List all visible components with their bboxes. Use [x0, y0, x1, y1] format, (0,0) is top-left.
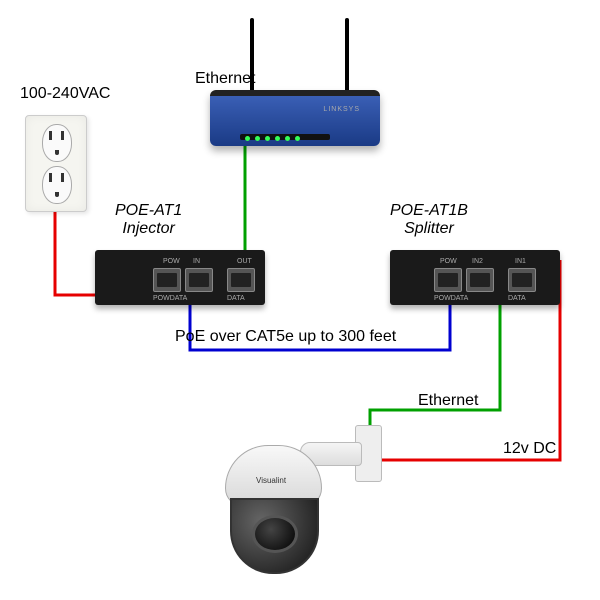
ethernet-bottom-wire	[370, 290, 500, 460]
camera-lens-icon	[252, 515, 298, 553]
ac-power-wire	[55, 210, 95, 295]
dc-out-label: 12v DC	[503, 440, 556, 458]
splitter-label: POE-AT1B Splitter	[390, 202, 468, 238]
wall-outlet-icon	[25, 115, 87, 212]
router-antenna-right-icon	[345, 18, 349, 93]
poe-injector-icon: POW IN OUT POWDATA DATA	[95, 250, 265, 305]
power-in-label: 100-240VAC	[20, 85, 110, 103]
ethernet-top-label: Ethernet	[195, 70, 255, 88]
poe-cable-label: PoE over CAT5e up to 300 feet	[175, 328, 396, 346]
router-brand-text: LINKSYS	[323, 106, 360, 113]
poe-splitter-icon: POW IN2 IN1 POWDATA DATA	[390, 250, 560, 305]
router-icon: LINKSYS	[210, 90, 380, 146]
injector-label: POE-AT1 Injector	[115, 202, 182, 238]
ethernet-bottom-label: Ethernet	[418, 392, 478, 410]
